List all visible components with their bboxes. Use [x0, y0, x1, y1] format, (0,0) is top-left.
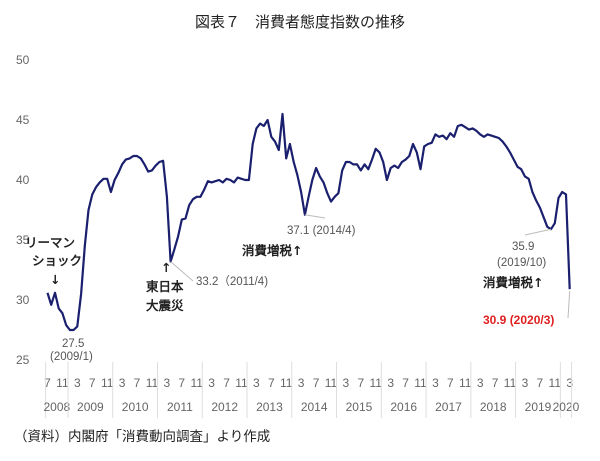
year-label: 2014	[301, 400, 328, 414]
x-tick-label: 3	[74, 376, 81, 390]
annotation-lehman-1: リーマン	[25, 235, 75, 250]
x-tick-label: 7	[178, 376, 185, 390]
chart-title: 図表７ 消費者態度指数の推移	[195, 13, 405, 31]
x-tick-label: 11	[325, 376, 338, 390]
year-label: 2016	[390, 400, 417, 414]
x-tick-label: 7	[223, 376, 230, 390]
x-tick-label: 11	[414, 376, 427, 390]
x-tick-label: 7	[402, 376, 409, 390]
annotation-quake-arrow: ↑	[161, 260, 171, 275]
x-tick-label: 3	[477, 376, 484, 390]
leader-line	[170, 261, 194, 282]
x-tick-label: 3	[343, 376, 350, 390]
x-tick-label: 7	[492, 376, 499, 390]
x-tick-label: 11	[101, 376, 114, 390]
source-note: （資料）内閣府「消費動向調査」より作成	[14, 429, 270, 445]
x-tick-label: 7	[89, 376, 96, 390]
year-label: 2017	[435, 400, 462, 414]
annotation-low2014: 37.1 (2014/4)	[287, 225, 356, 237]
year-label: 2011	[167, 400, 193, 414]
year-label: 2019	[525, 400, 552, 414]
annotation-quake-2: 大震災	[146, 298, 184, 313]
annotation-tax-hike-2019: 消費増税↑	[483, 275, 543, 290]
x-tick-label: 11	[549, 376, 562, 390]
x-tick-label: 3	[253, 376, 260, 390]
x-tick-label: 7	[44, 376, 51, 390]
year-label: 2015	[346, 400, 373, 414]
x-tick-label: 11	[56, 376, 69, 390]
x-tick-label: 3	[522, 376, 529, 390]
annotation-low2019-value: 35.9	[512, 241, 534, 253]
series-line	[46, 112, 571, 332]
y-tick-label: 50	[16, 53, 30, 67]
year-label: 2009	[77, 400, 104, 414]
annotation-tax-hike-2014: 消費増税↑	[242, 243, 302, 258]
x-tick-label: 11	[459, 376, 472, 390]
annotation-arrow-down: ↓	[50, 272, 60, 287]
x-tick-label: 3	[432, 376, 439, 390]
leader-line	[567, 291, 571, 319]
y-tick-label: 40	[16, 173, 30, 187]
x-tick-label: 11	[370, 376, 383, 390]
year-label: 2020	[553, 400, 580, 414]
annotation-low2009-date: (2009/1)	[50, 351, 93, 363]
x-tick-label: 7	[313, 376, 320, 390]
annotation-low2009-value: 27.5	[62, 338, 84, 350]
year-label: 2008	[43, 400, 70, 414]
x-tick-label: 11	[146, 376, 159, 390]
y-tick-label: 45	[16, 113, 30, 127]
x-tick-label: 3	[566, 376, 573, 390]
x-tick-label: 11	[190, 376, 203, 390]
y-tick-label: 30	[16, 293, 30, 307]
x-tick-label: 3	[387, 376, 394, 390]
x-tick-label: 3	[119, 376, 126, 390]
annotation-low2011: 33.2（2011/4)	[196, 275, 268, 288]
x-tick-label: 11	[235, 376, 248, 390]
annotation-lehman-2: ショック	[32, 253, 82, 268]
year-label: 2013	[256, 400, 283, 414]
x-tick-label: 3	[208, 376, 215, 390]
annotation-quake-1: 東日本	[146, 279, 184, 294]
annotation-last-value: 30.9 (2020/3)	[483, 313, 554, 327]
y-tick-label: 25	[16, 353, 30, 367]
x-tick-label: 7	[268, 376, 275, 390]
annotation-low2019-date: (2019/10)	[497, 257, 546, 269]
x-tick-label: 7	[447, 376, 454, 390]
year-label: 2010	[122, 400, 149, 414]
x-tick-label: 3	[298, 376, 305, 390]
x-tick-label: 7	[134, 376, 141, 390]
year-label: 2012	[211, 400, 238, 414]
leader-line	[524, 228, 552, 236]
year-label: 2018	[480, 400, 507, 414]
x-tick-label: 7	[357, 376, 364, 390]
x-tick-label: 7	[537, 376, 544, 390]
x-tick-label: 11	[504, 376, 517, 390]
x-tick-label: 3	[164, 376, 171, 390]
leader-line	[304, 214, 326, 219]
y-tick-label: 35	[16, 233, 30, 247]
x-tick-label: 11	[280, 376, 293, 390]
